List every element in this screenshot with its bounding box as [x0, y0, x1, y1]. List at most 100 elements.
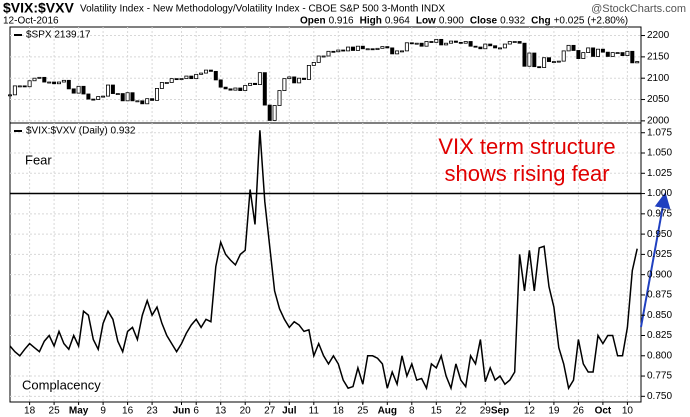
y-tick-label: 0.975	[647, 208, 672, 219]
candle	[66, 79, 71, 90]
candle	[125, 92, 130, 102]
candle	[605, 51, 610, 57]
candle	[61, 79, 66, 83]
candle	[287, 76, 292, 80]
x-tick-label: Aug	[378, 406, 397, 417]
candle	[32, 77, 37, 82]
candle	[478, 46, 483, 50]
x-tick-label: 26	[573, 406, 585, 417]
candle	[409, 42, 414, 45]
candle	[566, 44, 571, 52]
candle	[385, 46, 390, 49]
candle	[380, 46, 385, 49]
candle	[458, 41, 463, 44]
candle	[277, 90, 282, 106]
x-tick-label: 27	[264, 406, 276, 417]
candle	[17, 85, 22, 88]
x-tick-label: 8	[409, 406, 415, 417]
x-tick-label: Jun	[173, 406, 191, 417]
candle	[493, 45, 498, 49]
candle	[140, 100, 145, 105]
candle	[12, 85, 17, 96]
candle	[561, 50, 566, 62]
candle	[203, 69, 208, 74]
date: 12-Oct-2016	[3, 16, 59, 27]
quote-label: Low	[416, 16, 436, 27]
candle	[37, 76, 42, 79]
candle	[468, 41, 473, 47]
y-tick-label: 0.750	[647, 391, 672, 402]
candle	[321, 55, 326, 58]
callout: shows rising fear	[444, 161, 609, 186]
candle	[395, 50, 400, 55]
candle	[419, 42, 424, 47]
candle	[414, 42, 419, 45]
y-tick-label: 2100	[647, 73, 670, 84]
candle	[297, 77, 302, 84]
candle	[22, 85, 27, 88]
x-tick-label: Oct	[595, 406, 612, 417]
candle	[424, 41, 429, 47]
legend-label: $SPX 2139.17	[26, 30, 91, 41]
candle	[301, 77, 306, 80]
y-tick-label: 2150	[647, 52, 670, 63]
candle	[600, 48, 605, 53]
candle	[71, 88, 76, 94]
quote-value: 0.916	[329, 16, 354, 27]
candle	[218, 79, 223, 88]
x-tick-label: 13	[215, 406, 227, 417]
candle	[615, 52, 620, 54]
x-tick-label: 9	[100, 406, 106, 417]
candle	[169, 78, 174, 83]
candle	[591, 47, 596, 57]
watermark: @StockCharts.com	[591, 3, 686, 15]
candle	[213, 70, 218, 81]
candle	[390, 47, 395, 55]
candle	[189, 75, 194, 80]
candle	[635, 61, 640, 64]
candle	[439, 38, 444, 46]
candle	[76, 85, 81, 94]
candle	[199, 72, 204, 75]
line-series	[9, 130, 638, 391]
x-tick-label: 16	[122, 406, 134, 417]
y-tick-label: 0.850	[647, 310, 672, 321]
candle	[463, 41, 468, 44]
candle	[184, 75, 189, 80]
candle	[497, 47, 502, 50]
candle	[399, 50, 404, 53]
candle	[282, 78, 287, 91]
quote-label: High	[360, 16, 382, 27]
candle	[7, 94, 12, 97]
candle	[512, 41, 517, 43]
y-tick-label: 1.050	[647, 148, 672, 159]
candle	[547, 57, 552, 62]
annotation: Fear	[25, 152, 52, 167]
candle	[448, 40, 453, 44]
upper-panel-frame	[9, 26, 642, 124]
candle	[130, 92, 135, 102]
x-tick-label: 22	[455, 406, 467, 417]
candle	[429, 41, 434, 43]
y-tick-label: 0.900	[647, 269, 672, 280]
candle	[316, 55, 321, 63]
candle	[542, 57, 547, 68]
y-tick-label: 2050	[647, 94, 670, 105]
candle	[341, 49, 346, 52]
candle	[571, 44, 576, 51]
candle	[365, 48, 370, 51]
candle	[57, 81, 62, 85]
y-tick-label: 2200	[647, 30, 670, 41]
x-tick-label: 25	[357, 406, 369, 417]
candle	[238, 87, 243, 91]
y-tick-label: 0.825	[647, 330, 672, 341]
quote-label: Close	[470, 16, 498, 27]
candle	[174, 78, 179, 81]
candle	[194, 73, 199, 80]
candle	[326, 50, 331, 57]
candle	[257, 72, 262, 86]
candle	[81, 85, 86, 95]
candle	[551, 61, 556, 63]
candle	[86, 93, 91, 100]
y-tick-label: 1.000	[647, 188, 672, 199]
